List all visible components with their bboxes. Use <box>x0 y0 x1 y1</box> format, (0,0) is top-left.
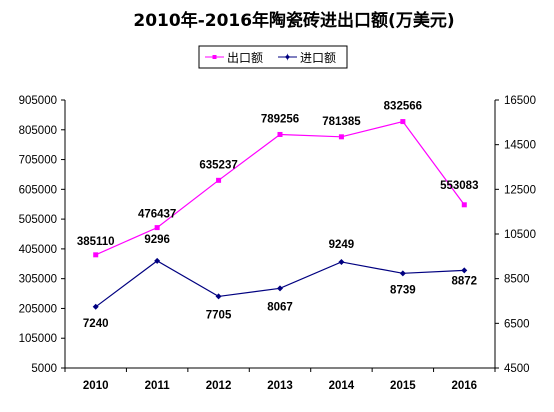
export-point <box>216 177 222 183</box>
export-data-label: 789256 <box>261 113 299 125</box>
left-tick-label: 305000 <box>19 274 57 286</box>
right-tick-label: 8500 <box>504 274 530 286</box>
export-data-label: 476437 <box>138 209 176 221</box>
left-tick-label: 505000 <box>19 214 57 226</box>
left-tick-label: 405000 <box>19 244 57 256</box>
x-axis-ticks: 2010 2011 2012 2013 2014 2015 2016 <box>64 368 496 392</box>
export-data-label: 385110 <box>77 236 115 248</box>
export-point <box>400 119 406 125</box>
chart-title: 2010年-2016年陶瓷砖进出口额(万美元) <box>133 10 454 31</box>
legend: 出口额 ✦ 进口额 <box>198 45 348 69</box>
right-tick-label: 12500 <box>504 184 536 196</box>
x-tick-label: 2012 <box>206 380 232 392</box>
left-tick-label: 605000 <box>19 184 57 196</box>
import-data-label: 9249 <box>329 239 355 251</box>
x-tick-label: 2015 <box>390 380 416 392</box>
x-tick-label: 2010 <box>83 380 109 392</box>
right-tick-label: 6500 <box>504 318 530 330</box>
import-data-label: 7705 <box>206 309 232 321</box>
export-point <box>154 225 160 231</box>
x-tick-label: 2016 <box>451 380 477 392</box>
import-point <box>215 293 222 300</box>
export-point <box>93 252 99 258</box>
export-point <box>277 131 283 137</box>
legend-label-export: 出口额 <box>227 51 263 65</box>
legend-marker-export <box>212 55 217 59</box>
export-data-label: 553083 <box>440 180 478 192</box>
x-tick-label: 2013 <box>267 380 293 392</box>
import-point <box>461 267 468 274</box>
import-point <box>277 285 283 292</box>
x-tick-label: 2011 <box>145 380 171 392</box>
import-point <box>92 303 99 310</box>
left-tick-label: 205000 <box>19 303 57 315</box>
export-point <box>338 134 344 140</box>
series-layer <box>92 119 468 310</box>
left-tick-label: 105000 <box>19 333 57 345</box>
export-data-label: 832566 <box>384 101 422 113</box>
import-data-label: 8872 <box>451 275 477 287</box>
export-data-label: 635237 <box>199 159 237 171</box>
left-tick-label: 905000 <box>19 95 57 107</box>
legend-label-import: 进口额 <box>300 51 336 65</box>
right-tick-label: 4500 <box>504 363 530 375</box>
right-tick-label: 10500 <box>504 229 536 241</box>
export-data-label: 781385 <box>322 116 361 128</box>
import-data-label: 9296 <box>144 234 170 246</box>
import-data-label: 7240 <box>83 318 109 330</box>
legend-marker-import: ✦ <box>283 52 292 64</box>
import-point <box>399 270 406 277</box>
left-tick-label: 5000 <box>31 363 57 375</box>
left-tick-label: 805000 <box>19 125 57 137</box>
import-point <box>154 257 161 264</box>
import-data-label: 8739 <box>390 284 416 296</box>
x-tick-label: 2014 <box>329 380 355 392</box>
right-tick-label: 14500 <box>504 140 536 152</box>
import-data-label: 8067 <box>267 301 293 313</box>
plot-frame <box>64 100 496 369</box>
legend-box <box>198 45 348 69</box>
data-labels: 385110 476437 635237 789256 781385 832566 5530… <box>77 101 479 330</box>
import-point <box>338 258 345 265</box>
left-axis-ticks: 5000 105000 205000 305000 405000 505000 605000… <box>19 95 65 375</box>
export-point <box>461 202 467 208</box>
right-tick-label: 16500 <box>504 95 536 107</box>
left-tick-label: 705000 <box>19 155 57 167</box>
right-axis-ticks: 4500 6500 8500 10500 12500 14500 16500 <box>495 95 536 375</box>
